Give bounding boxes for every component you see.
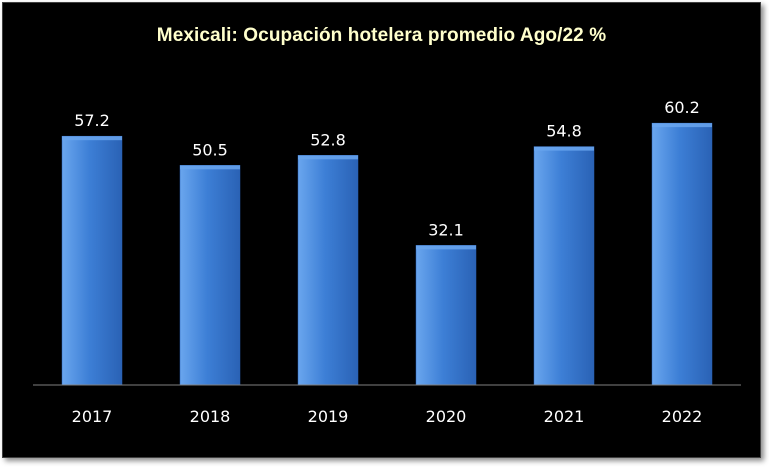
x-tick-label: 2017 xyxy=(72,407,113,426)
bar-chart: 57.2 2017 50.5 2018 52.8 2019 32.1 2020 54.8 2021… xyxy=(33,98,741,426)
bar-2017 xyxy=(61,135,123,386)
x-tick-label: 2020 xyxy=(426,407,467,426)
x-tick-label: 2022 xyxy=(662,407,703,426)
bar-top-highlight xyxy=(298,155,358,160)
x-tick-label: 2019 xyxy=(308,407,349,426)
x-tick-label: 2021 xyxy=(544,407,585,426)
bar-2022 xyxy=(651,122,713,386)
bar-top-highlight xyxy=(180,165,240,170)
value-label: 54.8 xyxy=(546,122,582,141)
value-label: 50.5 xyxy=(192,140,228,159)
bar-top-highlight xyxy=(534,146,594,151)
value-label: 52.8 xyxy=(310,130,346,149)
value-label: 57.2 xyxy=(74,111,110,130)
chart-frame: Mexicali: Ocupación hotelera promedio Ag… xyxy=(2,2,761,458)
bar-2018 xyxy=(179,165,241,386)
chart-title: Mexicali: Ocupación hotelera promedio Ag… xyxy=(156,25,607,46)
value-label: 32.1 xyxy=(428,220,464,239)
bar-top-highlight xyxy=(652,123,712,128)
value-label: 60.2 xyxy=(664,98,700,117)
bar-2019 xyxy=(297,155,359,386)
bar-2021 xyxy=(533,146,595,386)
bar-top-highlight xyxy=(62,136,122,141)
x-tick-label: 2018 xyxy=(190,407,231,426)
bar-2020 xyxy=(415,245,477,386)
bar-top-highlight xyxy=(416,245,476,250)
